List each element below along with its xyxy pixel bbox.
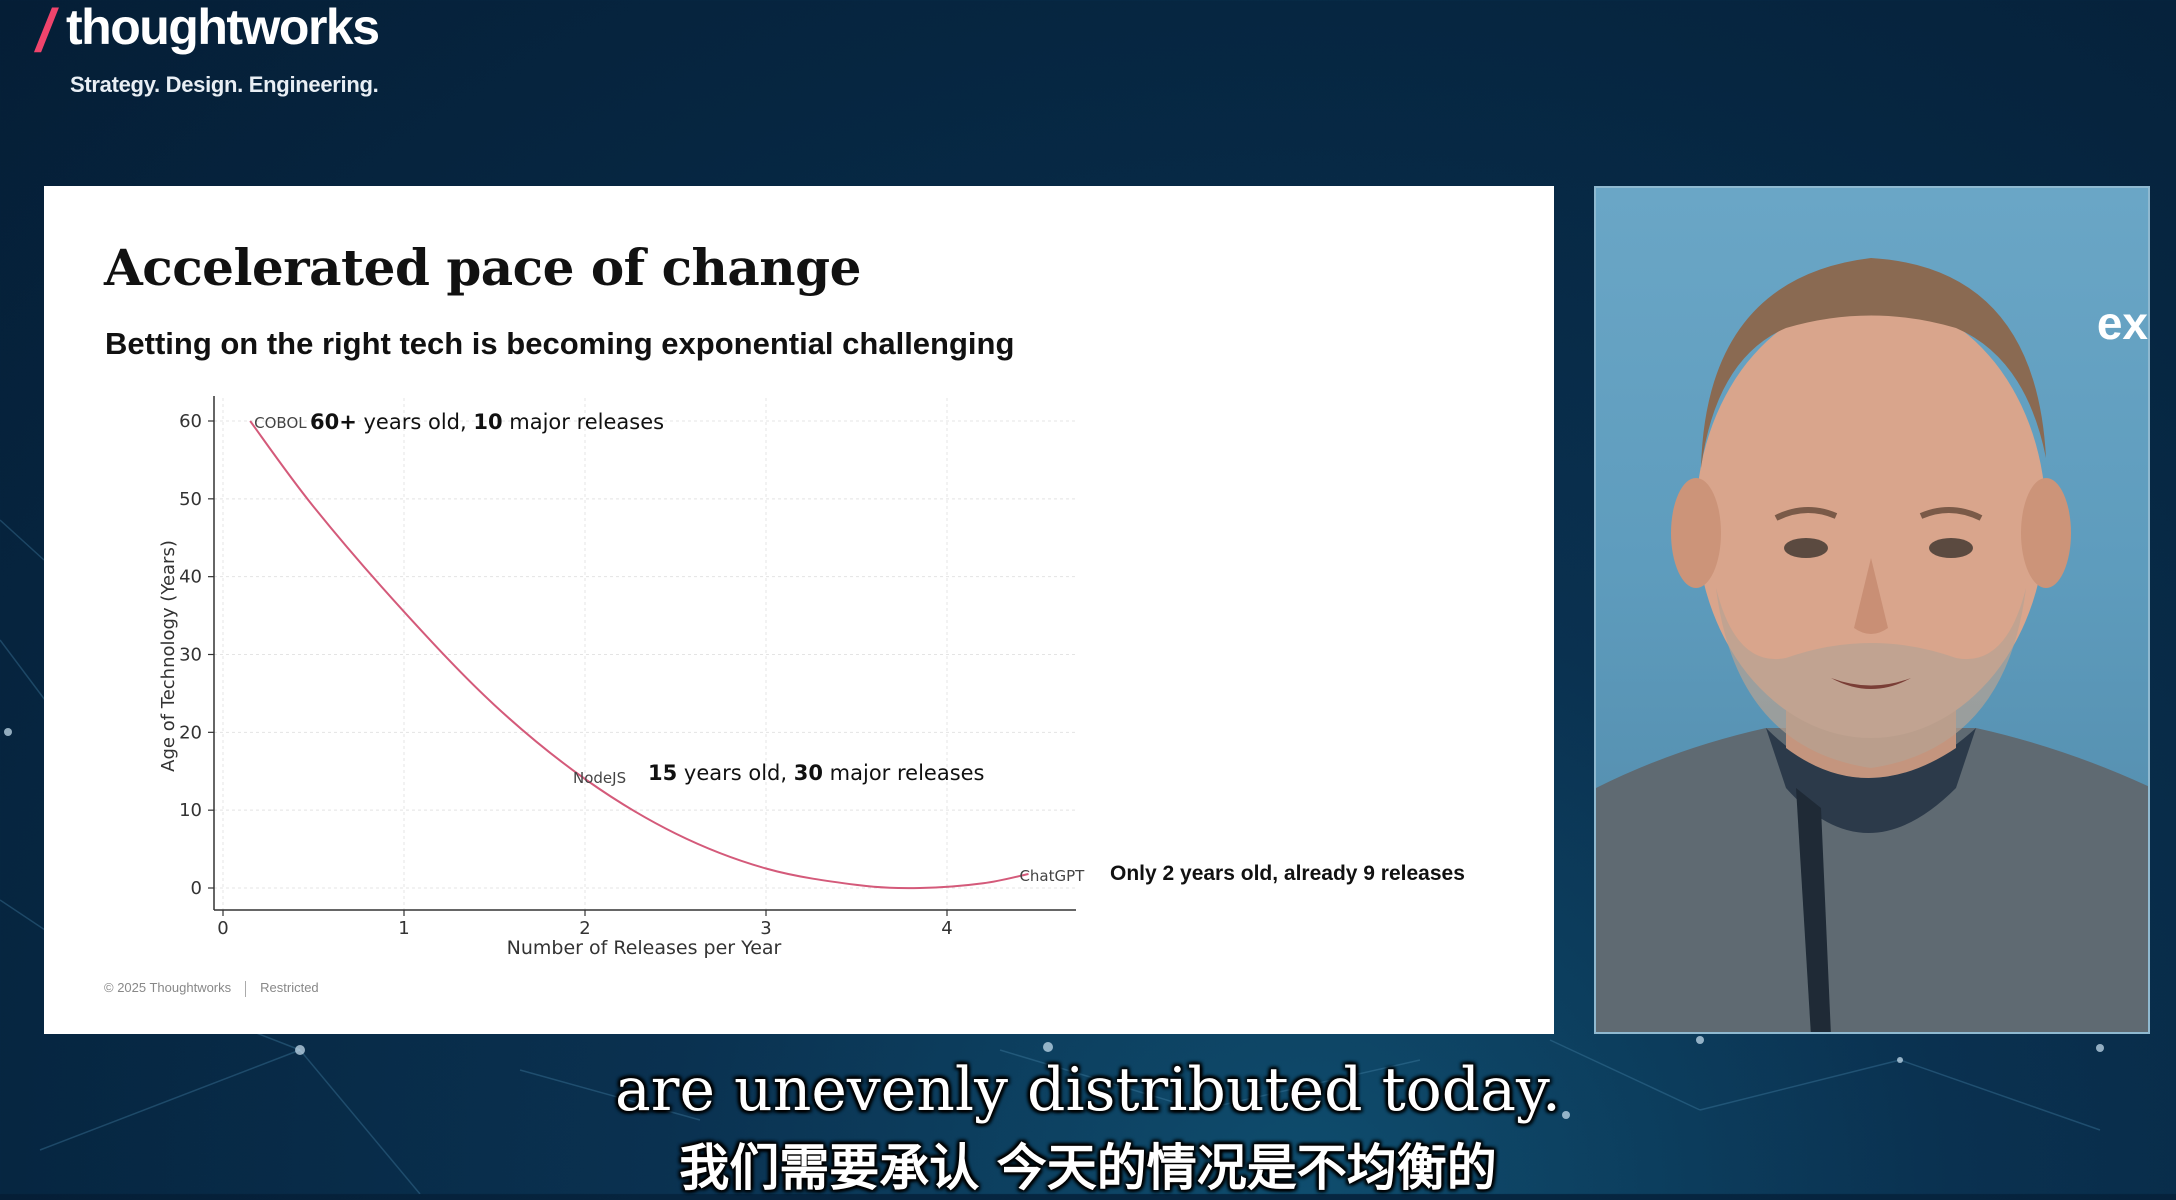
annotation-cobol-part: 10: [473, 410, 502, 434]
y-tick-label: 10: [179, 800, 202, 821]
annotation-nodejs: 15 years old, 30 major releases: [648, 761, 985, 785]
annotation-cobol-part: major releases: [503, 410, 665, 434]
y-tick-label: 40: [179, 567, 202, 588]
brand-tagline: Strategy. Design. Engineering.: [70, 72, 379, 97]
point-label-nodejs: NodeJS: [573, 769, 626, 787]
x-tick-label: 1: [398, 918, 409, 939]
annotation-cobol: 60+ years old, 10 major releases: [310, 410, 664, 434]
subtitle-chinese: 我们需要承认 今天的情况是不均衡的: [679, 1138, 1497, 1197]
presentation-slide: Accelerated pace of change Betting on th…: [44, 186, 1554, 1034]
annotation-cobol-part: years old,: [357, 410, 474, 434]
speaker-camera-feed: ex: [1594, 186, 2150, 1034]
annotation-nodejs-part: 30: [794, 761, 823, 785]
release-age-curve: [249, 420, 1029, 890]
y-axis-label: Age of Technology (Years): [158, 540, 179, 772]
logo-wordmark: thoughtworks: [66, 0, 380, 55]
x-tick-label: 2: [579, 918, 590, 939]
x-axis-label: Number of Releases per Year: [507, 937, 782, 959]
annotation-cobol-part: 60+: [310, 410, 357, 434]
y-tick-label: 30: [179, 645, 202, 666]
footer-copyright: © 2025 Thoughtworks: [104, 980, 232, 995]
x-tick-label: 3: [760, 918, 771, 939]
y-tick-label: 60: [179, 411, 202, 432]
annotation-nodejs-part: major releases: [823, 761, 985, 785]
slide-subtitle: Betting on the right tech is becoming ex…: [105, 326, 1015, 361]
speaker-video: [1596, 258, 2148, 1032]
annotation-chatgpt: Only 2 years old, already 9 releases: [1110, 862, 1465, 885]
y-tick-label: 20: [179, 722, 202, 743]
annotation-nodejs-part: 15: [648, 761, 677, 785]
x-tick-label: 4: [941, 918, 952, 939]
subtitle-english: are unevenly distributed today.: [615, 1055, 1561, 1125]
point-label-chatgpt: ChatGPT: [1019, 867, 1085, 885]
footer-divider: [245, 980, 247, 997]
slide-footer: © 2025 Thoughtworks Restricted: [104, 980, 319, 997]
y-tick-label: 0: [191, 878, 202, 899]
annotation-nodejs-part: years old,: [677, 761, 794, 785]
footer-restricted-label: Restricted: [260, 980, 319, 995]
y-tick-label: 50: [179, 489, 202, 510]
background-text-fragment: ex: [2096, 297, 2148, 349]
slide-title: Accelerated pace of change: [104, 238, 861, 297]
point-label-cobol: COBOL: [254, 414, 307, 432]
x-tick-label: 0: [217, 918, 228, 939]
